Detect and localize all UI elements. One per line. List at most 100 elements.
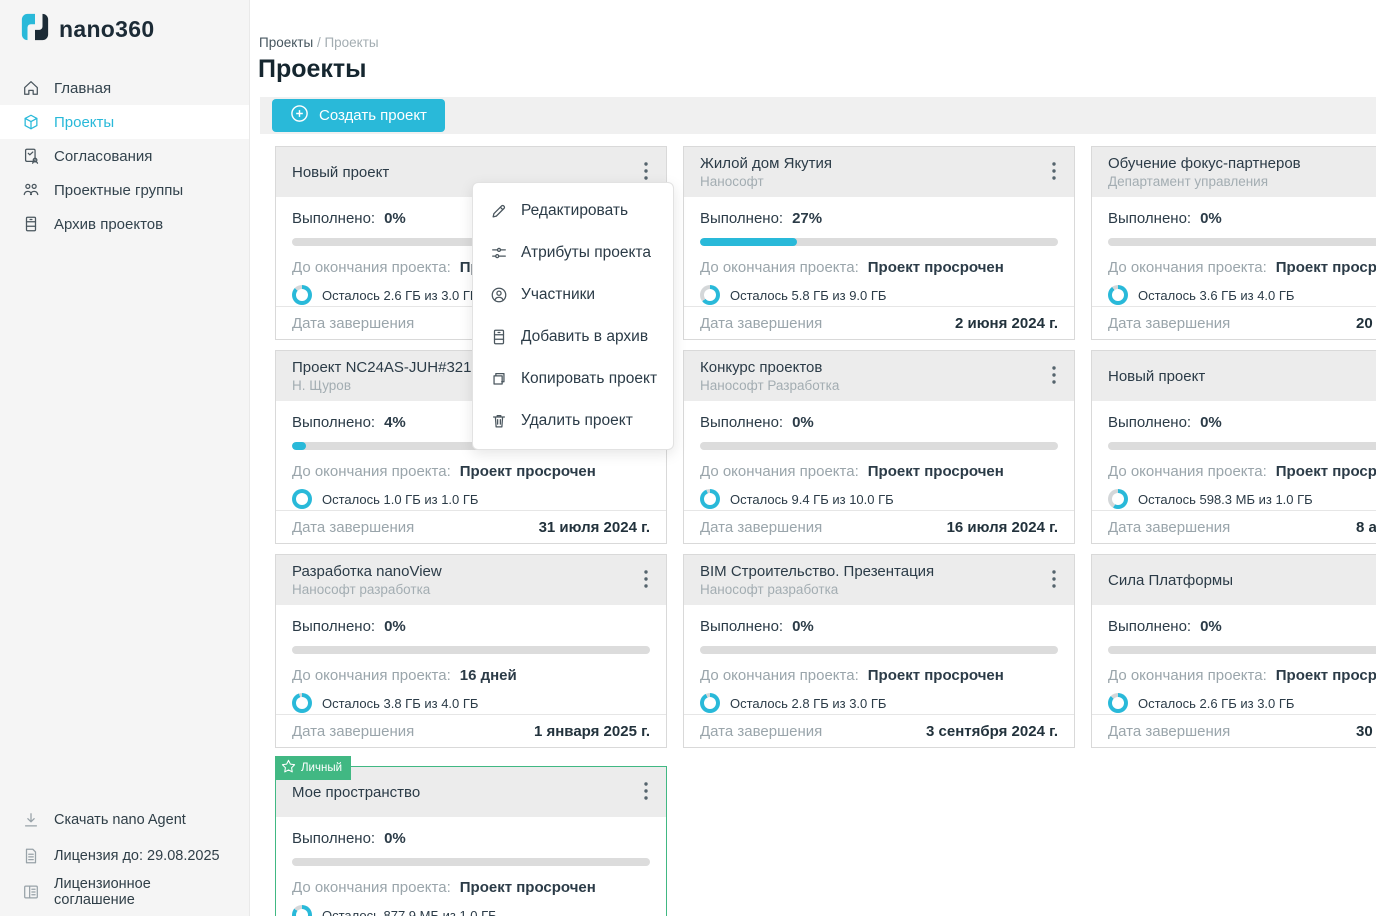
deadline-value: Проект просрочен [867, 667, 1004, 684]
project-card[interactable]: Обучение фокус-партнеров Департамент упр… [1091, 146, 1376, 340]
home-icon [22, 79, 40, 97]
card-titles: Новый проект [1108, 368, 1205, 385]
finish-date-value: 16 июля 2024 г. [946, 518, 1058, 536]
done-label: Выполнено: [292, 414, 376, 431]
done-label: Выполнено: [292, 618, 376, 635]
file-icon [22, 847, 40, 865]
card-body: Выполнено: 0% До окончания проекта: Прое… [1092, 197, 1376, 306]
finish-date-label: Дата завершения [1108, 314, 1231, 332]
project-title: Обучение фокус-партнеров [1108, 155, 1301, 172]
project-subtitle: Н. Щуров [292, 378, 351, 393]
project-card[interactable]: Разработка nanoView Нанософт разработка … [275, 554, 667, 748]
project-title: Конкурс проектов [700, 359, 823, 376]
project-title: Новый проект [292, 163, 390, 181]
storage-row: Осталось 1.0 ГБ из 1.0 ГБ [292, 489, 650, 509]
deadline-value: Проект просрочен [867, 259, 1004, 276]
progress-bar-fill [292, 442, 307, 450]
menu-item-attrs[interactable]: Атрибуты проекта [473, 232, 673, 274]
project-card[interactable]: Жилой дом Якутия Нанософт Выполнено: 27%… [683, 146, 1075, 340]
project-card[interactable]: Сила Платформы Выполнено: 0% До окончани… [1091, 554, 1376, 748]
done-row: Выполнено: 0% [292, 618, 650, 635]
storage-text: Осталось 5.8 ГБ из 9.0 ГБ [730, 287, 887, 303]
card-header: Разработка nanoView Нанософт разработка [276, 555, 666, 605]
deadline-value: Проект просрочен [1275, 463, 1376, 480]
project-title: Новый проект [1108, 367, 1206, 385]
sidebar-item-home[interactable]: Главная [0, 71, 249, 105]
card-kebab-menu-icon[interactable] [1044, 566, 1064, 595]
project-context-menu: Редактировать Атрибуты проекта Участники… [472, 182, 674, 450]
sidebar-item-groups[interactable]: Проектные группы [0, 173, 249, 207]
sidebar-item-projects[interactable]: Проекты [0, 105, 249, 139]
menu-item-delete[interactable]: Удалить проект [473, 400, 673, 442]
storage-row: Осталось 598.3 МБ из 1.0 ГБ [1108, 489, 1376, 509]
storage-donut-icon [1108, 489, 1128, 509]
done-row: Выполнено: 0% [292, 830, 650, 847]
finish-date-label: Дата завершения [700, 518, 823, 536]
menu-item-edit[interactable]: Редактировать [473, 190, 673, 232]
menu-item-label: Добавить в архив [521, 328, 649, 345]
deadline-label: До окончания проекта: [700, 463, 859, 480]
project-card[interactable]: Конкурс проектов Нанософт Разработка Вып… [683, 350, 1075, 544]
main-content: Проекты / Проекты Проекты Создать проект… [250, 0, 1376, 916]
sidebar-item-archive[interactable]: Архив проектов [0, 207, 249, 241]
card-kebab-menu-icon[interactable] [1044, 158, 1064, 187]
app-logo[interactable]: nano360 [0, 0, 249, 47]
sidebar-item-label: Согласования [54, 147, 153, 165]
project-card[interactable]: BIM Строительство. Презентация Нанософт … [683, 554, 1075, 748]
card-header: Новый проект [1092, 351, 1376, 401]
page-title: Проекты [258, 55, 367, 83]
card-kebab-menu-icon[interactable] [636, 566, 656, 595]
done-value: 0% [384, 830, 406, 847]
toolbar: Создать проект [260, 97, 1376, 134]
deadline-label: До окончания проекта: [292, 879, 451, 896]
card-titles: Разработка nanoView Нанософт разработка [292, 563, 442, 597]
progress-bar [1108, 238, 1376, 246]
storage-donut-icon [700, 489, 720, 509]
card-header: Сила Платформы [1092, 555, 1376, 605]
menu-item-copy[interactable]: Копировать проект [473, 358, 673, 400]
card-kebab-menu-icon[interactable] [636, 158, 656, 187]
finish-date-label: Дата завершения [292, 518, 415, 536]
project-cards-grid: Новый проект Выполнено: 0% До окончания … [275, 146, 1376, 916]
breadcrumb-section[interactable]: Проекты [259, 35, 314, 50]
storage-text: Осталось 598.3 МБ из 1.0 ГБ [1138, 491, 1313, 507]
create-project-button[interactable]: Создать проект [272, 99, 445, 132]
storage-row: Осталось 877.9 МБ из 1.0 ГБ [292, 905, 650, 916]
storage-text: Осталось 9.4 ГБ из 10.0 ГБ [730, 491, 894, 507]
project-card[interactable]: Личный Мое пространство Выполнено: 0% До… [275, 756, 667, 916]
deadline-value: 16 дней [459, 667, 517, 684]
card-header: Конкурс проектов Нанософт Разработка [684, 351, 1074, 401]
card-footer: Дата завершения 3 сентября 2024 г. [684, 714, 1074, 747]
menu-item-label: Редактировать [521, 202, 629, 219]
menu-item-label: Участники [521, 286, 596, 303]
card-footer: Дата завершения 31 июля 2024 г. [276, 510, 666, 543]
sidebar-item-approvals[interactable]: Согласования [0, 139, 249, 173]
finish-date-value: 30 [1356, 722, 1373, 740]
progress-bar [292, 238, 650, 246]
deadline-label: До окончания проекта: [1108, 667, 1267, 684]
card-titles: Жилой дом Якутия Нанософт [700, 155, 832, 189]
sidebar-footer-download-agent[interactable]: Скачать nano Agent [0, 802, 249, 838]
done-value: 0% [1200, 618, 1222, 635]
menu-item-archive[interactable]: Добавить в архив [473, 316, 673, 358]
card-titles: Проект NC24AS-JUH#321 Н. Щуров [292, 359, 471, 393]
user-circle-icon [490, 286, 508, 304]
sidebar-footer-label: Скачать nano Agent [54, 812, 186, 828]
sidebar-footer-license[interactable]: Лицензия до: 29.08.2025 [0, 838, 249, 874]
card-kebab-menu-icon[interactable] [1044, 362, 1064, 391]
app-logo-text: nano360 [59, 16, 155, 42]
menu-item-members[interactable]: Участники [473, 274, 673, 316]
create-project-label: Создать проект [319, 107, 427, 124]
sidebar-footer-agreement[interactable]: Лицензионное соглашение [0, 874, 249, 910]
plus-circle-icon [290, 104, 309, 127]
progress-bar [1108, 442, 1376, 450]
deadline-row: До окончания проекта: Проект просрочен [700, 463, 1058, 480]
deadline-row: До окончания проекта: Проект просрочен [292, 879, 650, 896]
deadline-label: До окончания проекта: [292, 259, 451, 276]
card-kebab-menu-icon[interactable] [636, 778, 656, 807]
finish-date-value: 1 января 2025 г. [533, 722, 650, 740]
done-row: Выполнено: 0% [700, 618, 1058, 635]
done-label: Выполнено: [1108, 414, 1192, 431]
deadline-row: До окончания проекта: Проект просрочен [1108, 259, 1376, 276]
project-card[interactable]: Новый проект Выполнено: 0% До окончания … [1091, 350, 1376, 544]
